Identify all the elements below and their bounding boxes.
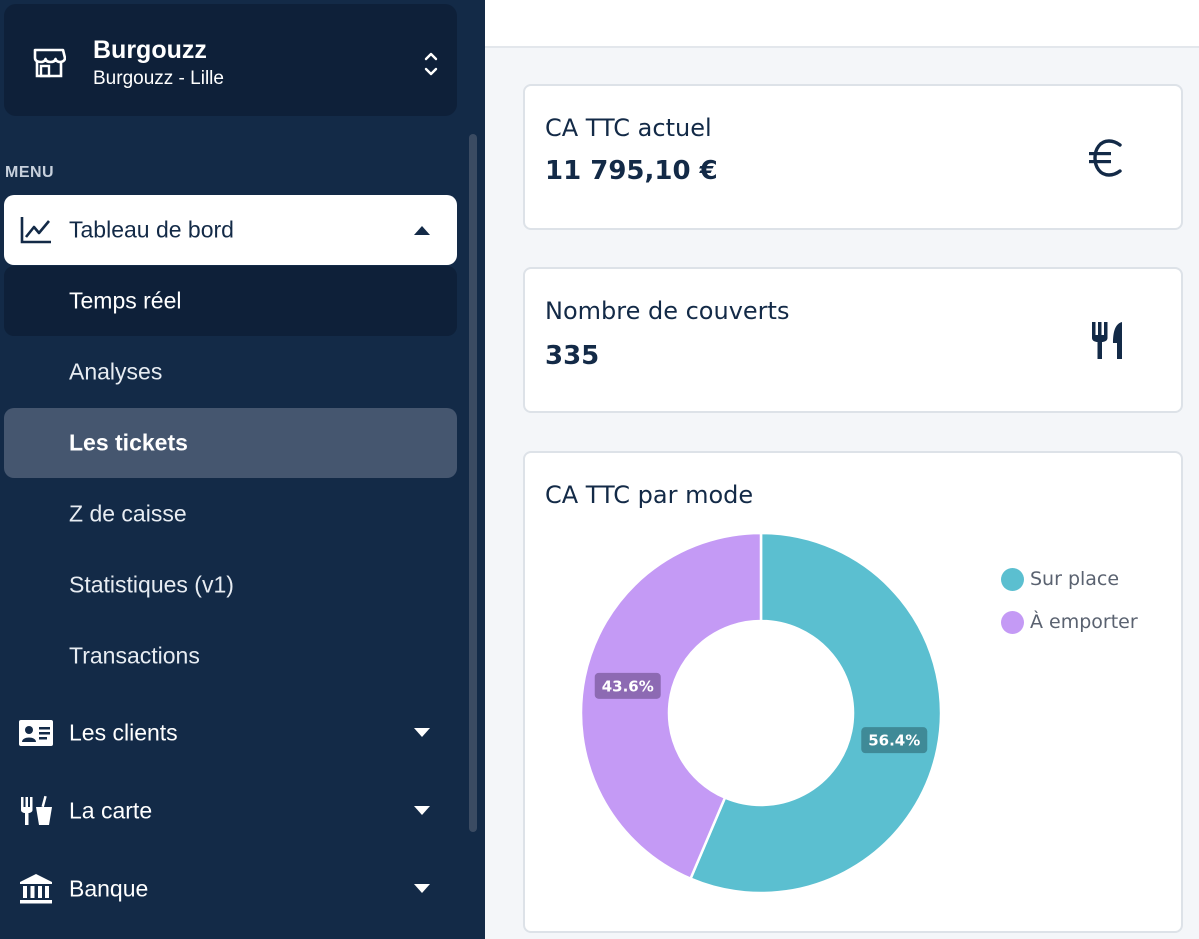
donut-slice-takeaway[interactable] (579, 531, 763, 881)
revenue-card: CA TTC actuel 11 795,10 € (523, 84, 1183, 230)
caret-down-icon (414, 884, 430, 893)
donut-slice-on-site[interactable] (688, 531, 943, 895)
sidebar: Burgouzz Burgouzz - Lille MENU Tableau d… (0, 0, 485, 939)
donut-label-takeaway: 43.6% (594, 672, 661, 699)
donut-label-on-site-bg (861, 727, 928, 754)
sidebar-item-bank[interactable]: Banque (4, 854, 457, 924)
covers-card: Nombre de couverts 335 (523, 267, 1183, 413)
sidebar-subitem-analyses[interactable]: Analyses (4, 337, 457, 407)
sidebar-item-menu-card-label: La carte (69, 797, 153, 824)
sidebar-item-menu-card[interactable]: La carte (4, 776, 457, 846)
utensils-icon (1092, 322, 1122, 359)
caret-down-icon (414, 806, 430, 815)
contact-card-icon (19, 720, 53, 746)
sidebar-subitem-statistics[interactable]: Statistiques (v1) (4, 550, 457, 620)
donut-label-takeaway-bg (594, 672, 661, 699)
sidebar-subitem-transactions-label: Transactions (69, 642, 200, 669)
line-chart-icon (20, 217, 51, 244)
sidebar-item-dashboard[interactable]: Tableau de bord (4, 195, 457, 265)
food-drink-icon (21, 795, 52, 825)
sidebar-scrollbar[interactable] (469, 134, 477, 832)
sidebar-subitem-analyses-label: Analyses (69, 358, 163, 385)
legend-label-on-site: Sur place (1030, 568, 1120, 590)
legend-swatch-on-site (1001, 567, 1024, 591)
store-name: Burgouzz (93, 36, 207, 64)
sidebar-subitem-z-caisse[interactable]: Z de caisse (4, 479, 457, 549)
legend-item-takeaway[interactable]: À emporter (1001, 609, 1138, 635)
euro-icon (1089, 139, 1122, 177)
sidebar-item-clients-label: Les clients (69, 719, 178, 746)
revenue-card-title: CA TTC actuel (545, 114, 712, 142)
legend-swatch-takeaway (1001, 610, 1024, 634)
covers-card-title: Nombre de couverts (545, 297, 790, 325)
revenue-card-value: 11 795,10 € (545, 156, 718, 186)
sidebar-subitem-realtime[interactable]: Temps réel (4, 266, 457, 336)
sidebar-item-clients[interactable]: Les clients (4, 698, 457, 768)
store-icon (33, 48, 66, 78)
bank-icon (20, 874, 52, 904)
main-content: CA TTC actuel 11 795,10 € Nombre de couv… (485, 0, 1199, 939)
mode-card: CA TTC par mode 56.4% 43.6% Sur place À e… (523, 451, 1183, 933)
caret-down-icon (414, 728, 430, 737)
legend-item-on-site[interactable]: Sur place (1001, 566, 1119, 592)
legend-label-takeaway: À emporter (1030, 611, 1138, 633)
sidebar-subitem-z-caisse-label: Z de caisse (69, 500, 187, 527)
chevron-up-down-icon (424, 52, 438, 76)
mode-card-title: CA TTC par mode (545, 481, 754, 509)
top-bar (485, 0, 1199, 48)
donut-label-takeaway-text: 43.6% (602, 677, 654, 695)
store-switcher[interactable]: Burgouzz Burgouzz - Lille (4, 4, 457, 116)
sidebar-subitem-tickets-label: Les tickets (69, 429, 188, 456)
sidebar-item-dashboard-label: Tableau de bord (69, 216, 234, 243)
donut-label-on-site: 56.4% (861, 727, 928, 754)
donut-chart: 56.4% 43.6% (579, 531, 943, 895)
store-location: Burgouzz - Lille (93, 68, 224, 89)
sidebar-subitem-transactions[interactable]: Transactions (4, 621, 457, 691)
sidebar-subitem-statistics-label: Statistiques (v1) (69, 571, 234, 598)
caret-up-icon (414, 226, 430, 235)
sidebar-subitem-tickets[interactable]: Les tickets (4, 408, 457, 478)
menu-section-label: MENU (5, 164, 55, 181)
sidebar-item-bank-label: Banque (69, 875, 149, 902)
donut-label-on-site-text: 56.4% (868, 732, 920, 750)
covers-card-value: 335 (545, 341, 600, 371)
sidebar-subitem-realtime-label: Temps réel (69, 287, 182, 314)
